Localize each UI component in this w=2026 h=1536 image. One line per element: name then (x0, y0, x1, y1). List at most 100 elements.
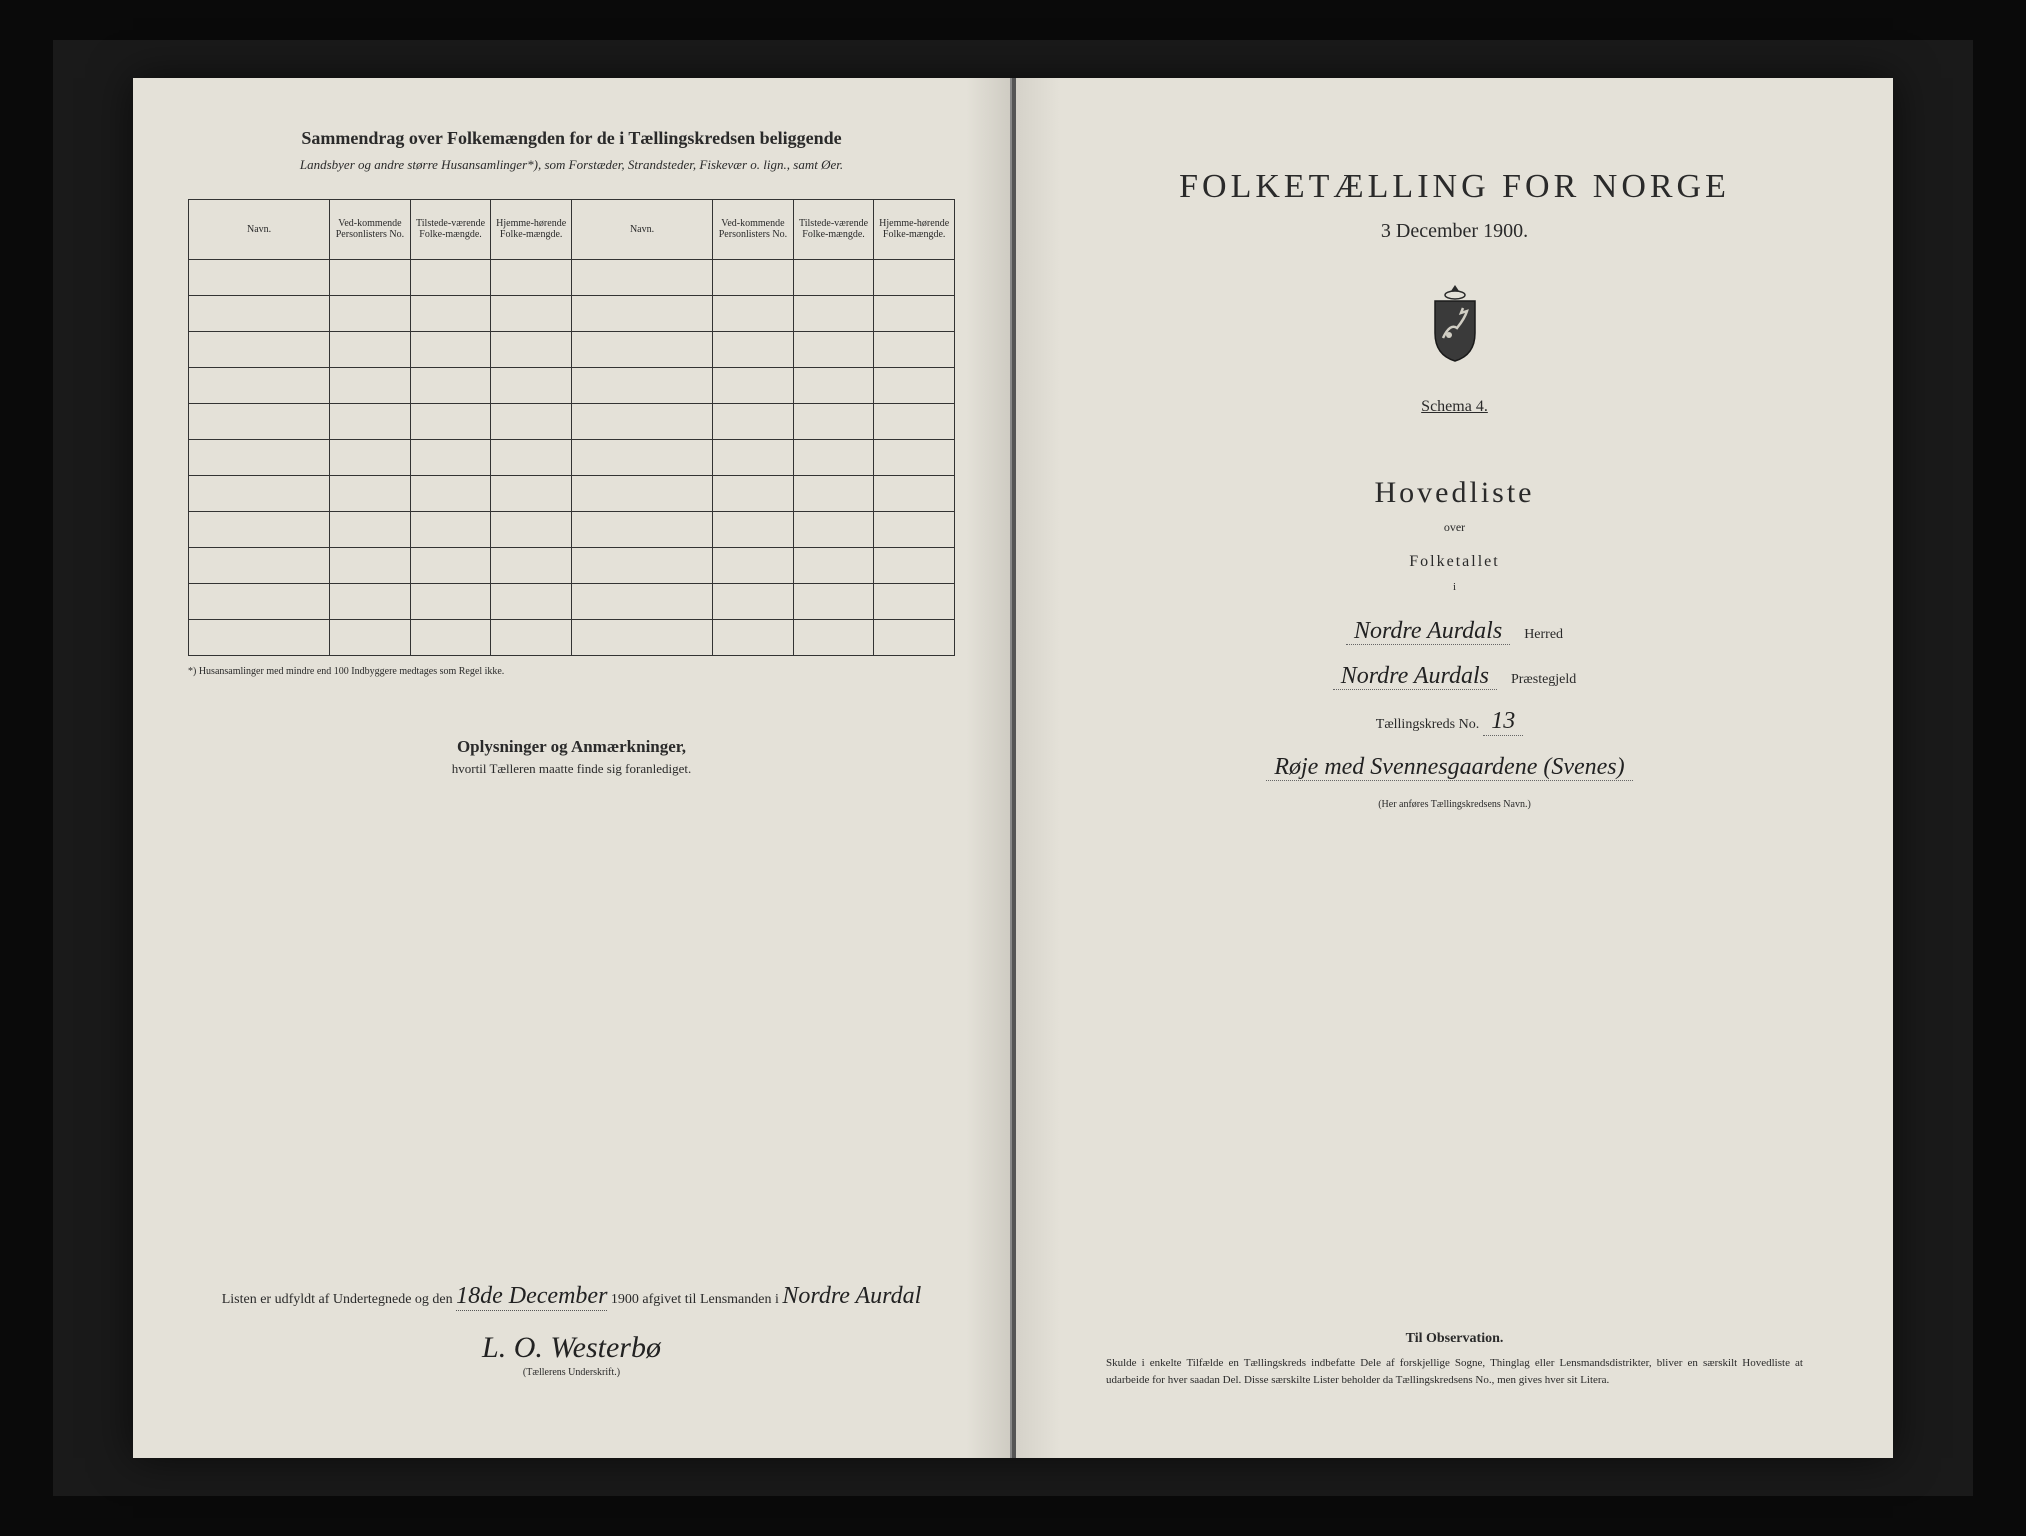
hovedliste-heading: Hovedliste (1071, 476, 1838, 510)
table-cell (713, 259, 794, 295)
table-cell (793, 547, 874, 583)
table-cell (189, 403, 330, 439)
table-row (189, 583, 955, 619)
observation-title: Til Observation. (1106, 1331, 1803, 1347)
district-caption: (Her anføres Tællingskredsens Navn.) (1071, 799, 1838, 810)
table-cell (189, 583, 330, 619)
kreds-number-handwritten: 13 (1483, 708, 1523, 736)
scan-background: Sammendrag over Folkemængden for de i Tæ… (53, 40, 1973, 1496)
col-tilstede-2: Tilstede-værende Folke-mængde. (793, 199, 874, 259)
table-cell (330, 511, 411, 547)
observation-block: Til Observation. Skulde i enkelte Tilfæl… (1106, 1331, 1803, 1388)
table-cell (571, 583, 712, 619)
table-cell (410, 295, 491, 331)
table-cell (793, 583, 874, 619)
table-cell (330, 583, 411, 619)
table-row (189, 367, 955, 403)
census-main-title: FOLKETÆLLING FOR NORGE (1071, 168, 1838, 206)
observation-text: Skulde i enkelte Tilfælde en Tællingskre… (1106, 1355, 1803, 1388)
table-cell (189, 295, 330, 331)
sig-mid: afgivet til Lensmanden i (642, 1292, 778, 1307)
col-navn-2: Navn. (571, 199, 712, 259)
table-cell (330, 331, 411, 367)
table-cell (874, 367, 955, 403)
table-cell (330, 367, 411, 403)
herred-label: Herred (1524, 627, 1563, 642)
sig-place-handwritten: Nordre Aurdal (782, 1283, 921, 1309)
table-cell (410, 619, 491, 655)
col-hjemme-2: Hjemme-hørende Folke-mængde. (874, 199, 955, 259)
table-cell (410, 367, 491, 403)
table-row (189, 619, 955, 655)
table-cell (874, 295, 955, 331)
table-cell (713, 511, 794, 547)
table-cell (571, 439, 712, 475)
table-cell (571, 259, 712, 295)
table-cell (410, 439, 491, 475)
table-row (189, 403, 955, 439)
table-cell (189, 547, 330, 583)
table-cell (793, 331, 874, 367)
prest-label: Præstegjeld (1511, 672, 1576, 687)
table-cell (793, 367, 874, 403)
table-row (189, 547, 955, 583)
table-cell (330, 439, 411, 475)
table-cell (491, 511, 572, 547)
table-cell (874, 511, 955, 547)
table-cell (491, 331, 572, 367)
table-cell (330, 475, 411, 511)
table-cell (713, 619, 794, 655)
table-cell (189, 439, 330, 475)
table-cell (491, 367, 572, 403)
herred-row: Nordre Aurdals Herred (1071, 618, 1838, 645)
table-cell (793, 475, 874, 511)
table-cell (874, 403, 955, 439)
col-navn-1: Navn. (189, 199, 330, 259)
signature-line: Listen er udfyldt af Undertegnede og den… (188, 1283, 955, 1311)
table-row (189, 439, 955, 475)
table-footnote: *) Husansamlinger med mindre end 100 Ind… (188, 666, 955, 677)
table-cell (491, 547, 572, 583)
sig-date-handwritten: 18de December (456, 1283, 607, 1311)
table-cell (410, 475, 491, 511)
table-cell (571, 475, 712, 511)
left-page-title: Sammendrag over Folkemængden for de i Tæ… (188, 128, 955, 149)
table-cell (571, 403, 712, 439)
table-cell (571, 511, 712, 547)
table-cell (793, 439, 874, 475)
table-cell (713, 367, 794, 403)
prest-handwritten: Nordre Aurdals (1333, 663, 1497, 690)
signature-name: L. O. Westerbø (188, 1331, 955, 1365)
i-label: i (1071, 581, 1838, 593)
table-row (189, 475, 955, 511)
table-cell (713, 475, 794, 511)
left-page: Sammendrag over Folkemængden for de i Tæ… (133, 78, 1012, 1458)
table-cell (793, 511, 874, 547)
right-page: FOLKETÆLLING FOR NORGE 3 December 1900. … (1016, 78, 1893, 1458)
table-cell (874, 475, 955, 511)
table-cell (713, 295, 794, 331)
herred-handwritten: Nordre Aurdals (1346, 618, 1510, 645)
table-cell (189, 331, 330, 367)
remarks-subtitle: hvortil Tælleren maatte finde sig foranl… (188, 761, 955, 777)
over-label: over (1071, 520, 1838, 535)
remarks-title: Oplysninger og Anmærkninger, (188, 737, 955, 757)
table-cell (189, 511, 330, 547)
table-cell (571, 367, 712, 403)
table-cell (571, 619, 712, 655)
book-spread: Sammendrag over Folkemængden for de i Tæ… (133, 78, 1893, 1458)
table-row (189, 331, 955, 367)
table-cell (330, 547, 411, 583)
table-cell (713, 403, 794, 439)
left-page-subtitle: Landsbyer og andre større Husansamlinger… (188, 155, 955, 175)
table-cell (410, 331, 491, 367)
table-cell (410, 547, 491, 583)
district-name-handwritten: Røje med Svennesgaardene (Svenes) (1266, 754, 1632, 781)
table-cell (330, 403, 411, 439)
table-cell (491, 259, 572, 295)
table-cell (713, 331, 794, 367)
table-cell (713, 439, 794, 475)
table-cell (874, 619, 955, 655)
table-cell (491, 619, 572, 655)
signature-caption: (Tællerens Underskrift.) (188, 1367, 955, 1378)
